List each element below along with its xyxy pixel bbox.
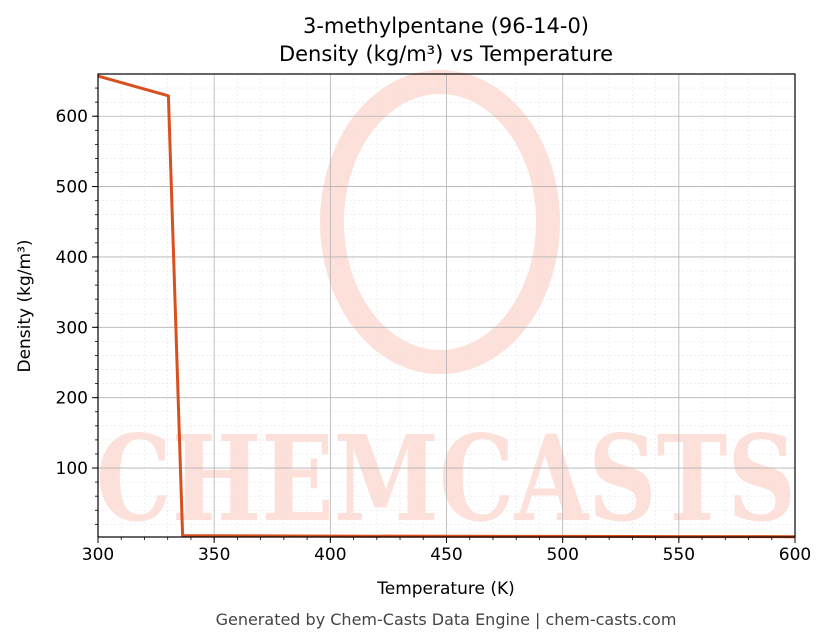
watermark-ring: [320, 70, 560, 374]
x-tick-label: 600: [779, 545, 811, 565]
x-tick-label: 450: [430, 545, 462, 565]
chemcasts-watermark: CHEMCASTS: [96, 70, 796, 548]
axis-ticks: 300 350 400 450 500 550 600 100 200 300 400 500 600: [56, 87, 811, 565]
chart-subtitle: Density (kg/m³) vs Temperature: [279, 42, 613, 66]
major-grid: [97, 74, 796, 537]
y-axis-title: Density (kg/m³): [15, 239, 35, 372]
x-tick-label: 400: [314, 545, 346, 565]
x-tick-label: 350: [198, 545, 230, 565]
x-tick-label: 500: [546, 545, 578, 565]
x-tick-label: 300: [82, 545, 114, 565]
y-tick-label: 400: [56, 248, 88, 268]
y-tick-label: 200: [56, 389, 88, 409]
watermark-text: CHEMCASTS: [96, 409, 796, 548]
y-tick-label: 500: [56, 178, 88, 198]
footer-credit: Generated by Chem-Casts Data Engine | ch…: [216, 610, 677, 629]
y-tick-label: 300: [56, 318, 88, 338]
chart-title: 3-methylpentane (96-14-0): [303, 14, 589, 38]
y-tick-label: 100: [56, 459, 88, 479]
x-tick-label: 550: [663, 545, 695, 565]
y-tick-label: 600: [56, 107, 88, 127]
x-axis-title: Temperature (K): [376, 579, 515, 599]
